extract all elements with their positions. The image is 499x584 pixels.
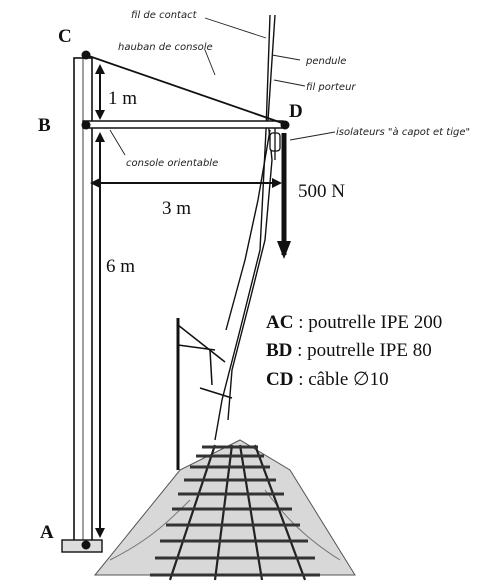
dim-cb-label: 1 m xyxy=(108,88,137,109)
console-BD xyxy=(82,120,284,129)
legend-key: BD xyxy=(266,340,293,361)
dimension-arrows xyxy=(90,64,282,538)
label-B: B xyxy=(38,115,51,136)
annotation-fil-porteur: fil porteur xyxy=(306,82,356,93)
mast-AC xyxy=(61,57,103,553)
node-A xyxy=(81,540,91,550)
ballast-edge xyxy=(109,489,341,561)
fil-de-contact-wire xyxy=(214,14,271,441)
cable-CD xyxy=(85,54,286,125)
annotation-fil-de-contact: fil de contact xyxy=(131,10,198,21)
node-B xyxy=(81,120,91,130)
force-label: 500 N xyxy=(298,181,345,202)
label-C: C xyxy=(58,26,72,47)
overhead-wires xyxy=(214,14,276,441)
annotation-console: console orientable xyxy=(126,158,218,169)
annotation-isolateurs: isolateurs "à capot et tige" xyxy=(336,126,470,138)
insulator xyxy=(269,128,281,160)
annotation-hauban: hauban de console xyxy=(118,42,213,53)
legend-text: : poutrelle IPE 80 xyxy=(292,340,432,361)
node-D xyxy=(280,120,290,130)
legend-row-BD: BD : poutrelle IPE 80 xyxy=(266,340,432,362)
label-A: A xyxy=(40,522,54,543)
distant-mast xyxy=(176,318,233,470)
annotation-leaders xyxy=(109,17,336,156)
legend-key: CD xyxy=(266,369,294,390)
legend-text: : poutrelle IPE 200 xyxy=(293,312,443,333)
fil-porteur-wire xyxy=(227,14,276,421)
legend-text: : câble ∅10 xyxy=(293,369,389,390)
pendule-line xyxy=(225,129,271,331)
legend-key: AC xyxy=(266,312,294,333)
railway-track xyxy=(93,439,356,581)
dim-bd-label: 3 m xyxy=(162,198,191,219)
dim-ab-label: 6 m xyxy=(106,256,135,277)
node-C xyxy=(81,50,91,60)
label-D: D xyxy=(289,101,303,122)
legend-row-CD: CD : câble ∅10 xyxy=(266,368,389,391)
legend-row-AC: AC : poutrelle IPE 200 xyxy=(266,312,442,334)
sleepers xyxy=(150,445,320,577)
annotation-pendule: pendule xyxy=(305,56,346,67)
